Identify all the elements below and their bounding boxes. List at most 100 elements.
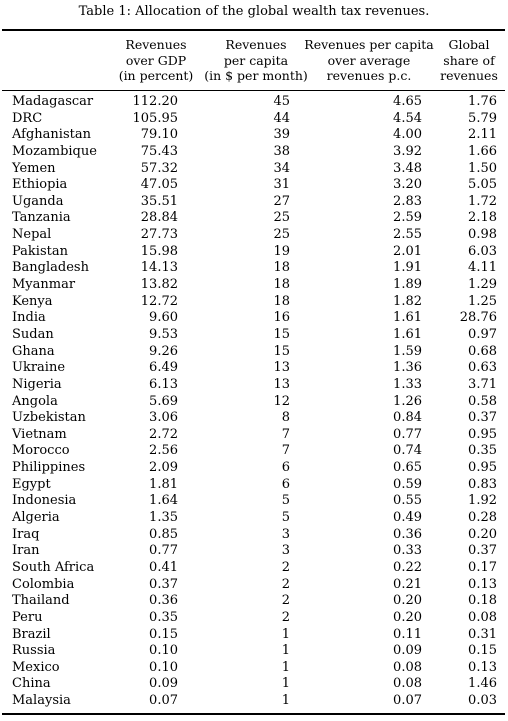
table-row: Mozambique 75.43 38 3.92 1.66 xyxy=(0,144,508,161)
revenues-per-capita-cell: 39 xyxy=(273,127,290,143)
revenues-over-gdp-cell: 2.72 xyxy=(149,426,178,442)
revenues-over-average-cell: 1.89 xyxy=(393,277,422,293)
global-share-cell: 0.35 xyxy=(468,443,497,459)
revenues-over-gdp-cell: 79.10 xyxy=(140,127,178,143)
revenues-per-capita-cell: 19 xyxy=(273,243,290,259)
global-share-cell: 1.72 xyxy=(468,193,497,209)
country-cell: South Africa xyxy=(12,559,95,575)
revenues-over-gdp-cell: 47.05 xyxy=(140,177,178,193)
country-cell: Afghanistan xyxy=(12,127,91,143)
revenues-over-average-cell: 0.09 xyxy=(393,643,422,659)
global-share-cell: 0.97 xyxy=(468,326,497,342)
revenues-per-capita-cell: 38 xyxy=(273,143,290,159)
revenues-per-capita-cell: 5 xyxy=(281,493,290,509)
table-row: Brazil 0.15 1 0.11 0.31 xyxy=(0,627,508,644)
revenues-per-capita-cell: 5 xyxy=(281,510,290,526)
global-share-cell: 0.31 xyxy=(468,626,497,642)
revenues-over-gdp-cell: 9.53 xyxy=(149,326,178,342)
revenues-per-capita-cell: 34 xyxy=(273,160,290,176)
header-line: over average xyxy=(327,52,411,68)
revenues-over-average-cell: 1.61 xyxy=(393,310,422,326)
revenues-over-gdp-cell: 6.49 xyxy=(149,360,178,376)
country-cell: Morocco xyxy=(12,443,70,459)
revenues-over-gdp-cell: 3.06 xyxy=(149,410,178,426)
revenues-over-gdp-cell: 0.15 xyxy=(149,626,178,642)
revenues-over-gdp-cell: 28.84 xyxy=(140,210,178,226)
revenues-over-gdp-cell: 0.41 xyxy=(149,559,178,575)
table-caption: Table 1: Allocation of the global wealth… xyxy=(78,4,430,19)
revenues-over-average-cell: 0.36 xyxy=(393,526,422,542)
country-cell: Vietnam xyxy=(12,426,67,442)
revenues-over-average-cell: 3.20 xyxy=(393,177,422,193)
revenues-over-gdp-cell: 2.09 xyxy=(149,460,178,476)
country-cell: Brazil xyxy=(12,626,51,642)
header-rule xyxy=(2,90,505,91)
global-share-cell: 0.13 xyxy=(468,576,497,592)
table-row: Thailand 0.36 2 0.20 0.18 xyxy=(0,593,508,610)
revenues-over-gdp-cell: 2.56 xyxy=(149,443,178,459)
revenues-over-gdp-cell: 1.35 xyxy=(149,510,178,526)
revenues-per-capita-cell: 2 xyxy=(281,576,290,592)
revenues-over-average-cell: 0.22 xyxy=(393,559,422,575)
header-revenues-over-average: Revenues per capita over average revenue… xyxy=(298,37,440,84)
country-cell: Myanmar xyxy=(12,277,76,293)
header-line: Revenues per capita xyxy=(304,37,434,52)
table-row: Angola 5.69 12 1.26 0.58 xyxy=(0,394,508,411)
global-share-cell: 28.76 xyxy=(459,310,497,326)
revenues-per-capita-cell: 44 xyxy=(273,110,290,126)
revenues-over-gdp-cell: 0.07 xyxy=(149,693,178,709)
revenues-over-gdp-cell: 0.10 xyxy=(149,659,178,675)
revenues-per-capita-cell: 8 xyxy=(281,410,290,426)
revenues-over-gdp-cell: 0.09 xyxy=(149,676,178,692)
country-cell: Egypt xyxy=(12,476,51,492)
table-row: Kenya 12.72 18 1.82 1.25 xyxy=(0,294,508,311)
revenues-per-capita-cell: 16 xyxy=(273,310,290,326)
revenues-per-capita-cell: 27 xyxy=(273,193,290,209)
country-cell: Malaysia xyxy=(12,693,71,709)
revenues-over-average-cell: 0.21 xyxy=(393,576,422,592)
revenues-over-average-cell: 2.55 xyxy=(393,227,422,243)
header-line: share of xyxy=(443,52,495,68)
country-cell: Colombia xyxy=(12,576,75,592)
country-cell: Algeria xyxy=(12,510,60,526)
table-row: Ukraine 6.49 13 1.36 0.63 xyxy=(0,360,508,377)
country-cell: DRC xyxy=(12,110,43,126)
global-share-cell: 3.71 xyxy=(468,376,497,392)
country-cell: Ethiopia xyxy=(12,177,68,193)
global-share-cell: 0.13 xyxy=(468,659,497,675)
revenues-per-capita-cell: 15 xyxy=(273,343,290,359)
header-line: Revenues xyxy=(125,37,187,52)
table-row: Russia 0.10 1 0.09 0.15 xyxy=(0,643,508,660)
global-share-cell: 1.66 xyxy=(468,143,497,159)
global-share-cell: 2.11 xyxy=(468,127,497,143)
revenues-over-average-cell: 0.20 xyxy=(393,593,422,609)
header-line: over GDP xyxy=(125,52,187,68)
table-row: China 0.09 1 0.08 1.46 xyxy=(0,676,508,693)
revenues-over-average-cell: 0.84 xyxy=(393,410,422,426)
revenues-per-capita-cell: 3 xyxy=(281,526,290,542)
global-share-cell: 0.68 xyxy=(468,343,497,359)
table-row: Sudan 9.53 15 1.61 0.97 xyxy=(0,327,508,344)
revenues-over-average-cell: 3.48 xyxy=(393,160,422,176)
revenues-over-gdp-cell: 105.95 xyxy=(132,110,179,126)
table-row: Uzbekistan 3.06 8 0.84 0.37 xyxy=(0,410,508,427)
revenues-over-average-cell: 0.07 xyxy=(393,693,422,709)
global-share-cell: 0.98 xyxy=(468,227,497,243)
global-share-cell: 0.83 xyxy=(468,476,497,492)
revenues-over-gdp-cell: 6.13 xyxy=(149,376,178,392)
global-share-cell: 0.20 xyxy=(468,526,497,542)
global-share-cell: 0.37 xyxy=(468,543,497,559)
table-row: Afghanistan 79.10 39 4.00 2.11 xyxy=(0,127,508,144)
header-line: (in $ per month) xyxy=(204,68,308,83)
revenues-over-average-cell: 1.33 xyxy=(393,376,422,392)
revenues-over-average-cell: 0.55 xyxy=(393,493,422,509)
revenues-over-average-cell: 4.54 xyxy=(393,110,422,126)
global-share-cell: 1.50 xyxy=(468,160,497,176)
revenues-over-gdp-cell: 0.37 xyxy=(149,576,178,592)
country-cell: Yemen xyxy=(12,160,56,176)
global-share-cell: 0.03 xyxy=(468,693,497,709)
revenues-over-average-cell: 0.49 xyxy=(393,510,422,526)
revenues-per-capita-cell: 25 xyxy=(273,227,290,243)
revenues-over-gdp-cell: 9.60 xyxy=(149,310,178,326)
